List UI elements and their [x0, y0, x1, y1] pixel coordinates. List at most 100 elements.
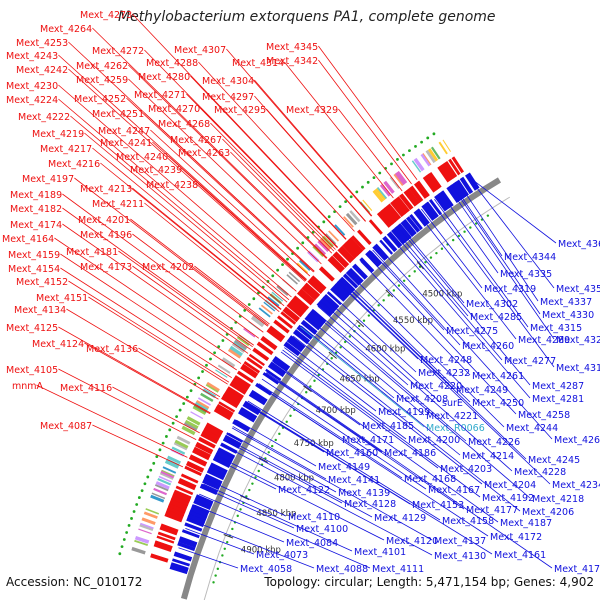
gene-leader-line [84, 132, 288, 303]
marker-dot [271, 444, 274, 448]
reverse-gene [206, 468, 226, 481]
gene-label: Mext_4230 [6, 81, 58, 92]
gene-label: Mext_4244 [506, 423, 558, 434]
cog-feature [420, 153, 431, 167]
marker-dot [125, 531, 129, 534]
gene-label: Mext_4304 [202, 76, 254, 87]
gene-label: Mext_4330 [542, 310, 594, 321]
gene-label: Mext_4345 [266, 42, 318, 53]
gene-leader-line [132, 265, 251, 350]
cog-feature [328, 230, 340, 242]
forward-gene [188, 454, 208, 467]
forward-gene [286, 299, 306, 318]
marker-dot [257, 469, 260, 473]
cog-feature [176, 435, 191, 445]
forward-gene [398, 193, 414, 211]
marker-dot [140, 489, 144, 493]
cog-feature [155, 481, 170, 490]
gene-label: Mext_4137 [434, 536, 486, 547]
forward-gene [380, 207, 397, 225]
reverse-gene [170, 562, 189, 572]
marker-dot [271, 274, 275, 278]
gene-label: Mext_4249 [456, 385, 508, 396]
cog-feature [215, 369, 228, 378]
gene-label: Mext_4314 [232, 58, 284, 69]
gene-label: Mext_4178 [554, 564, 600, 575]
cog-feature [164, 460, 179, 469]
kbp-tick-label: 4900 kbp [241, 546, 281, 556]
gene-leader-line [457, 182, 539, 302]
gene-label: Mext_4289 [518, 335, 570, 346]
gene-leader-line [258, 383, 403, 479]
gene-label: Mext_4288 [146, 58, 198, 69]
gene-leader-line [228, 432, 337, 493]
cog-feature [425, 149, 436, 164]
gene-label: Mext_4240 [116, 152, 168, 163]
gene-label: Mext_4164 [2, 234, 54, 245]
gene-label: Mext_4253 [16, 38, 68, 49]
forward-gene [393, 196, 410, 215]
cog-feature [139, 523, 154, 531]
gene-label: Mext_4158 [442, 516, 494, 527]
forward-gene [252, 347, 270, 362]
reverse-gene [405, 216, 421, 233]
gene-label: Mext_4168 [404, 474, 456, 485]
cog-feature [442, 139, 452, 152]
gene-leader-line [232, 426, 327, 480]
kbp-tick [328, 351, 337, 359]
gene-leader-line [395, 229, 469, 317]
gene-leader-line [144, 112, 315, 272]
gene-leader-line [360, 261, 471, 376]
marker-dot [390, 162, 393, 166]
marker-dot [168, 428, 172, 432]
gene-leader-line [266, 371, 553, 569]
marker-dot [420, 140, 424, 144]
map-title: Methylobacterium extorquens PA1, complet… [118, 9, 496, 25]
gene-label: Mext_4268 [158, 119, 210, 130]
forward-gene [383, 203, 402, 223]
gene-label: Mext_4247 [98, 126, 150, 137]
gene-leader-line [84, 342, 211, 415]
cog-feature [267, 296, 280, 307]
forward-gene [342, 241, 360, 259]
forward-gene [425, 171, 442, 191]
gene-leader-line [266, 372, 383, 453]
gene-leader-line [92, 424, 184, 468]
reverse-gene [326, 291, 342, 306]
forward-gene [350, 235, 366, 251]
gene-leader-line [203, 483, 353, 552]
gene-leader-line [341, 280, 455, 390]
cog-feature [396, 170, 408, 184]
forward-gene [307, 276, 326, 294]
gene-label: Mext_4232 [418, 368, 470, 379]
gene-leader-line [60, 267, 232, 379]
forward-gene [442, 161, 458, 179]
gene-label: Mext_4218 [532, 494, 584, 505]
reverse-gene [316, 300, 334, 317]
reverse-gene [409, 214, 423, 231]
gene-leader-line [434, 199, 529, 328]
reverse-gene [173, 551, 193, 562]
cog-feature [171, 446, 186, 455]
cog-feature [194, 401, 209, 411]
gene-label: Mext_4101 [354, 547, 406, 558]
gene-leader-line [60, 253, 237, 371]
cog-feature [411, 160, 422, 173]
gene-label: Mext_4280 [138, 72, 190, 83]
cog-feature [143, 511, 158, 519]
gene-leader-line [261, 378, 427, 490]
marker-dot [209, 357, 212, 361]
cog-feature [263, 301, 276, 312]
marker-dot [289, 414, 292, 417]
forward-gene [233, 375, 251, 389]
gene-leader-line [222, 444, 433, 556]
gene-leader-line [338, 282, 551, 485]
marker-dot [201, 370, 204, 373]
reverse-gene [177, 541, 196, 552]
forward-gene [451, 156, 464, 174]
cog-feature [145, 508, 160, 515]
marker-dot [424, 260, 427, 264]
cog-feature [271, 291, 284, 302]
marker-dot [161, 441, 165, 445]
cog-feature [227, 348, 242, 359]
